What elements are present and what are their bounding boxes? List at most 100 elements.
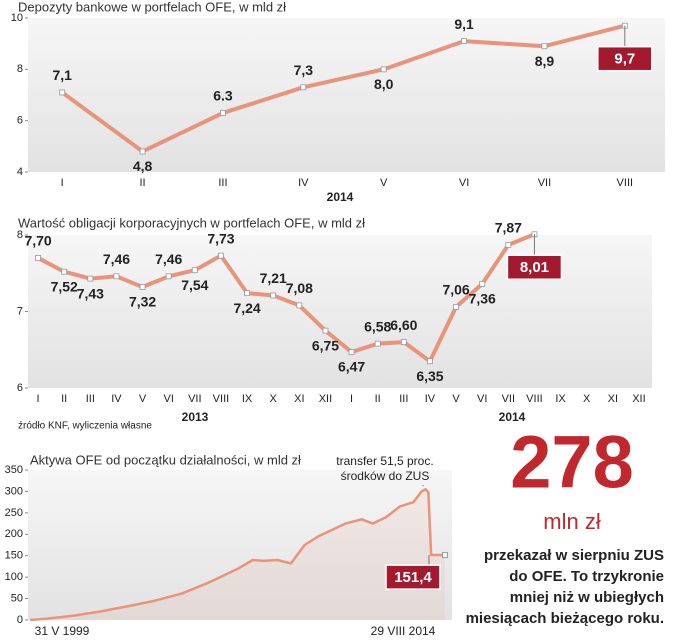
point: [348, 349, 355, 355]
value-label: 6,60: [390, 317, 417, 333]
y-tick-label: 350: [5, 464, 23, 476]
value-label: 8,0: [374, 76, 394, 92]
callout-text: do OFE. To trzykronie: [509, 568, 664, 585]
year-label: 2013: [182, 410, 209, 424]
annotation: środków do ZUS: [341, 469, 430, 483]
x-tick-label: VIII: [617, 177, 634, 189]
y-tick-label: 10: [11, 12, 23, 24]
highlight-box: [506, 254, 563, 280]
x-tick-label: IX: [242, 393, 253, 405]
point: [442, 552, 448, 559]
highlight-label: 151,4: [394, 569, 432, 586]
callout-text: przekazał w sierpniu ZUS: [484, 547, 664, 564]
point: [270, 292, 277, 299]
point: [541, 43, 548, 50]
x-tick-label: V: [380, 177, 388, 189]
value-label: 7,36: [469, 291, 496, 307]
line: [29, 488, 446, 622]
value-label: 6,58: [364, 318, 391, 334]
x-tick-label: 31 V 1999: [35, 624, 90, 638]
chart-title: Aktywa OFE od początku działalności, w m…: [30, 452, 301, 467]
x-tick-label: XII: [319, 393, 332, 405]
y-tick-label: 6: [17, 382, 23, 394]
y-tick-label: 4: [17, 166, 23, 178]
x-tick-label: I: [350, 393, 353, 405]
y-tick-label: 300: [5, 485, 23, 497]
point: [59, 89, 66, 96]
x-tick-label: VII: [538, 177, 551, 189]
x-tick-label: XI: [608, 393, 618, 405]
point: [453, 304, 459, 310]
point: [479, 281, 486, 287]
chart-title: Wartość obligacji korporacyjnych w portf…: [18, 215, 365, 230]
line: [61, 23, 626, 154]
value-label: 9,1: [454, 16, 474, 32]
highlight-label: 9,7: [614, 51, 635, 68]
point: [322, 327, 329, 334]
x-tick-label: V: [452, 393, 460, 405]
y-tick-label: 8: [17, 63, 23, 75]
point: [113, 273, 120, 280]
chart-title: Depozyty bankowe w portfelach OFE, w mld…: [18, 0, 286, 14]
value-label: 7,08: [286, 280, 313, 296]
point: [505, 242, 512, 248]
callout-text: mniej niż w ubiegłych: [510, 589, 664, 606]
x-tick-label: III: [399, 393, 408, 405]
callout-unit: mln zł: [543, 509, 601, 534]
point: [35, 255, 41, 261]
y-tick-label: 7: [17, 305, 23, 317]
point: [191, 267, 198, 274]
x-tick-label: V: [139, 393, 147, 405]
point: [165, 273, 172, 280]
annotation: transfer 51,5 proc.: [336, 454, 433, 468]
value-label: 7,43: [77, 285, 104, 301]
value-label: 7,46: [103, 251, 130, 267]
value-label: 4,8: [133, 158, 153, 174]
y-tick-label: 0: [17, 614, 23, 626]
point: [427, 358, 433, 365]
callout-number: 278: [510, 421, 633, 504]
value-label: 7,54: [181, 277, 208, 293]
y-tick-label: 200: [5, 528, 23, 540]
value-label: 6.3: [213, 88, 233, 104]
point: [300, 84, 307, 91]
point: [244, 290, 250, 297]
point: [218, 252, 224, 259]
line: [37, 232, 536, 364]
x-tick-label: IV: [298, 177, 309, 189]
point: [139, 284, 146, 290]
x-tick-label: I: [61, 177, 64, 189]
value-label: 8,9: [535, 53, 555, 69]
value-label: 6,47: [338, 359, 365, 375]
x-tick-label: XII: [632, 393, 645, 405]
value-label: 7,21: [260, 270, 287, 286]
highlight-box: [385, 564, 441, 590]
value-label: 7,32: [129, 294, 156, 310]
value-label: 7,3: [294, 62, 314, 78]
y-tick-label: 6: [17, 115, 23, 127]
y-tick-label: 250: [5, 507, 23, 519]
x-tick-label: I: [37, 393, 40, 405]
y-tick-label: 150: [5, 550, 23, 562]
x-tick-label: 29 VIII 2014: [371, 624, 436, 638]
plot-background: [28, 470, 452, 620]
point: [461, 38, 467, 44]
year-label: 2014: [499, 410, 526, 424]
y-tick-label: 50: [11, 592, 23, 604]
point: [139, 148, 146, 155]
x-tick-label: VII: [188, 393, 201, 405]
x-tick-label: IV: [111, 393, 122, 405]
x-tick-label: III: [86, 393, 95, 405]
point: [87, 275, 94, 282]
x-tick-label: II: [61, 393, 67, 405]
x-tick-label: VI: [163, 393, 173, 405]
value-label: 6,35: [416, 368, 443, 384]
highlight-label: 8,01: [520, 259, 549, 276]
x-tick-label: X: [583, 393, 591, 405]
value-label: 7,24: [233, 300, 260, 316]
point: [374, 340, 381, 347]
x-tick-label: VII: [502, 393, 515, 405]
y-tick-label: 8: [17, 229, 23, 241]
value-label: 6,75: [312, 337, 339, 353]
